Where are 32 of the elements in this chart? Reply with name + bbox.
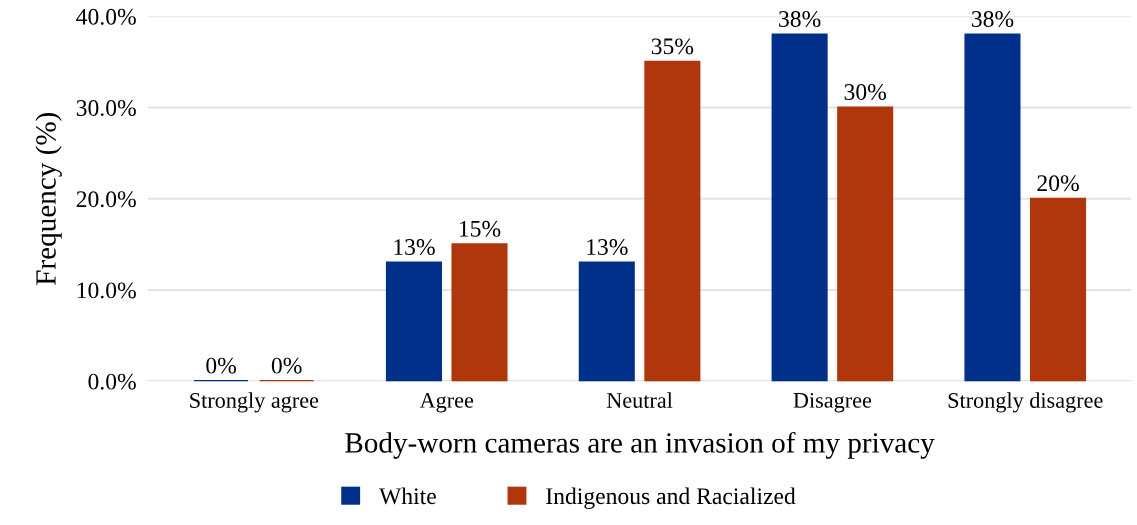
y-tick-label: 0.0% xyxy=(88,373,136,390)
bar xyxy=(1030,197,1087,382)
y-axis-title: Frequency (%) xyxy=(35,112,62,285)
x-tick-label: Neutral xyxy=(606,392,673,408)
data-label: 38% xyxy=(779,11,821,28)
x-tick-label: Disagree xyxy=(793,392,872,413)
x-tick-label: Strongly disagree xyxy=(948,392,1103,413)
x-tick-label: Strongly agree xyxy=(190,392,319,413)
data-label: 0% xyxy=(271,357,302,374)
bar xyxy=(385,261,442,382)
data-label: 35% xyxy=(651,38,694,55)
legend-label: Indigenous and Racialized xyxy=(546,487,796,509)
bar xyxy=(837,106,894,382)
data-label: 0% xyxy=(206,357,237,374)
bar xyxy=(578,261,635,382)
y-tick-label: 30.0% xyxy=(76,99,136,117)
data-label: 15% xyxy=(459,220,501,237)
x-axis-title: Body-worn cameras are an invasion of my privacy xyxy=(345,431,935,459)
bar xyxy=(644,60,701,382)
data-label: 38% xyxy=(971,11,1014,28)
data-label: 30% xyxy=(844,83,887,100)
y-tick-label: 10.0% xyxy=(77,282,136,299)
x-tick-label: Agree xyxy=(419,392,474,413)
data-label: 13% xyxy=(394,239,435,256)
bar xyxy=(771,33,828,382)
bar xyxy=(964,33,1021,382)
y-tick-label: 40.0% xyxy=(76,8,136,25)
data-label: 20% xyxy=(1037,175,1079,192)
legend-label: White xyxy=(379,487,436,505)
bar xyxy=(451,243,508,382)
data-label: 13% xyxy=(587,239,628,256)
y-tick-label: 20.0% xyxy=(76,191,136,208)
